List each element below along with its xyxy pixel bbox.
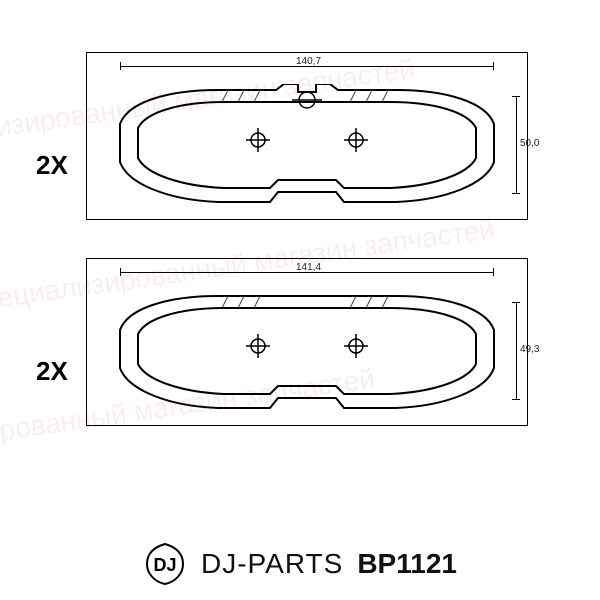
part-number: BP1121 bbox=[357, 548, 457, 580]
dim-tick bbox=[120, 62, 121, 70]
dim-tick bbox=[512, 399, 520, 400]
dim-tick bbox=[512, 96, 520, 97]
dim-label-height-bottom: 49,3 bbox=[520, 344, 539, 355]
brand-name: DJ-PARTS bbox=[201, 548, 343, 580]
dim-tick bbox=[512, 193, 520, 194]
dim-label-height-top: 50,0 bbox=[520, 138, 539, 149]
brand-row: DJ DJ-PARTS BP1121 bbox=[0, 542, 600, 586]
dim-tick bbox=[512, 302, 520, 303]
dim-label-width-bottom: 141,4 bbox=[296, 262, 321, 273]
dim-label-width-top: 140,7 bbox=[296, 56, 321, 67]
diagram-canvas: Специализированный магазин запчастей Спе… bbox=[0, 0, 600, 600]
quantity-label-bottom: 2X bbox=[36, 356, 68, 387]
brake-pad-bottom bbox=[108, 290, 506, 414]
dim-line-height-bottom bbox=[516, 302, 517, 400]
quantity-label-top: 2X bbox=[36, 150, 68, 181]
dim-tick bbox=[120, 268, 121, 276]
dim-tick bbox=[493, 62, 494, 70]
brand-logo-icon: DJ bbox=[143, 542, 187, 586]
dim-tick bbox=[493, 268, 494, 276]
svg-text:DJ: DJ bbox=[154, 555, 177, 575]
dim-line-height-top bbox=[516, 96, 517, 194]
brake-pad-top bbox=[108, 84, 506, 208]
